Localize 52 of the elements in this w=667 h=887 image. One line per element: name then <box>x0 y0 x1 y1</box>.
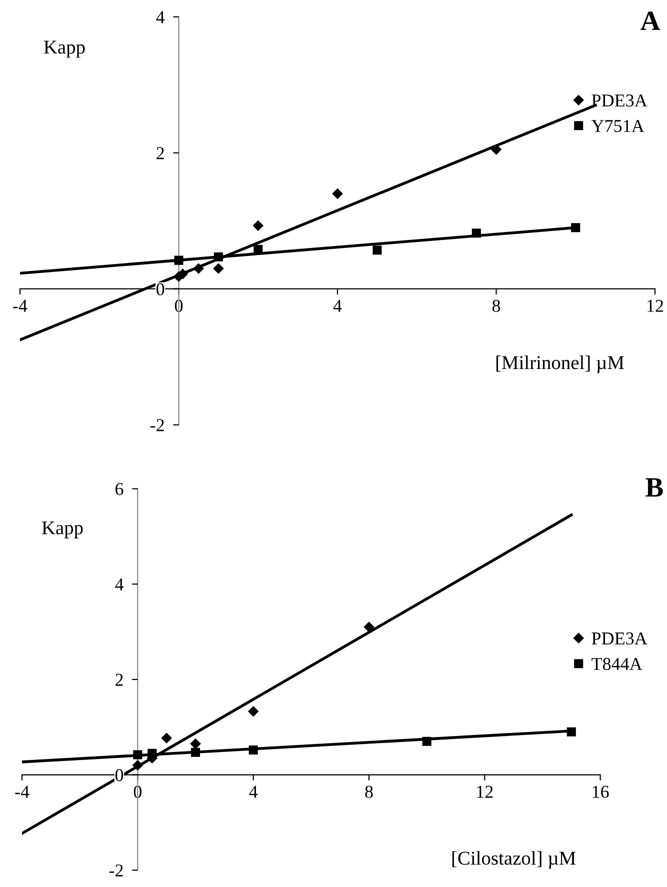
x-tick-label: 4 <box>249 786 258 798</box>
y-tick-label: 2 <box>116 674 123 686</box>
y-tick-label: -2 <box>109 864 123 876</box>
legend-label: T844A <box>592 658 642 670</box>
point <box>472 228 481 238</box>
point <box>422 736 432 746</box>
point <box>190 748 200 757</box>
legend-label: Y751A <box>591 120 644 132</box>
x-tick-label: 8 <box>492 300 500 312</box>
y-axis-title: Kapp <box>42 521 83 538</box>
point <box>566 727 576 736</box>
point <box>178 268 188 280</box>
point <box>133 750 142 760</box>
legend-label: PDE3A <box>592 632 648 645</box>
point <box>372 246 382 255</box>
point <box>214 252 223 262</box>
y-tick-label: 6 <box>116 483 124 496</box>
x-tick-label: 12 <box>648 300 664 312</box>
annotation: A <box>640 12 660 30</box>
y-tick-label: -2 <box>150 419 164 432</box>
point <box>253 220 264 231</box>
x-tick-label: -4 <box>15 786 30 798</box>
point <box>364 622 374 632</box>
x-tick-label: -4 <box>13 300 28 312</box>
x-tick-label: 0 <box>134 786 142 798</box>
x-tick-label: 8 <box>365 786 373 798</box>
point <box>193 263 204 274</box>
y-axis-title: Kapp <box>44 40 85 58</box>
point <box>571 223 580 232</box>
point <box>161 732 172 744</box>
legend-label: PDE3A <box>592 94 648 107</box>
point <box>254 244 263 254</box>
x-tick-label: 0 <box>174 300 183 312</box>
point <box>174 256 184 265</box>
text: B <box>646 478 663 497</box>
x-tick-label: 16 <box>592 786 609 798</box>
y-tick-label: 2 <box>156 147 164 160</box>
y-tick-label: 0 <box>156 283 164 296</box>
y-tick-label: 4 <box>156 11 165 24</box>
point <box>248 745 258 755</box>
x-tick-label: 12 <box>477 786 493 798</box>
point <box>132 760 143 770</box>
point <box>491 144 502 155</box>
point <box>213 263 224 274</box>
x-tick-label: 4 <box>333 300 342 312</box>
point <box>248 706 258 716</box>
point <box>190 738 201 749</box>
y-tick-label: 4 <box>115 578 124 590</box>
x-axis-title: [Cilostazol] µM <box>452 851 576 869</box>
y-tick-label: 0 <box>115 769 124 782</box>
point <box>332 188 343 199</box>
x-axis-title: [Milrinonel] µM <box>496 356 624 374</box>
